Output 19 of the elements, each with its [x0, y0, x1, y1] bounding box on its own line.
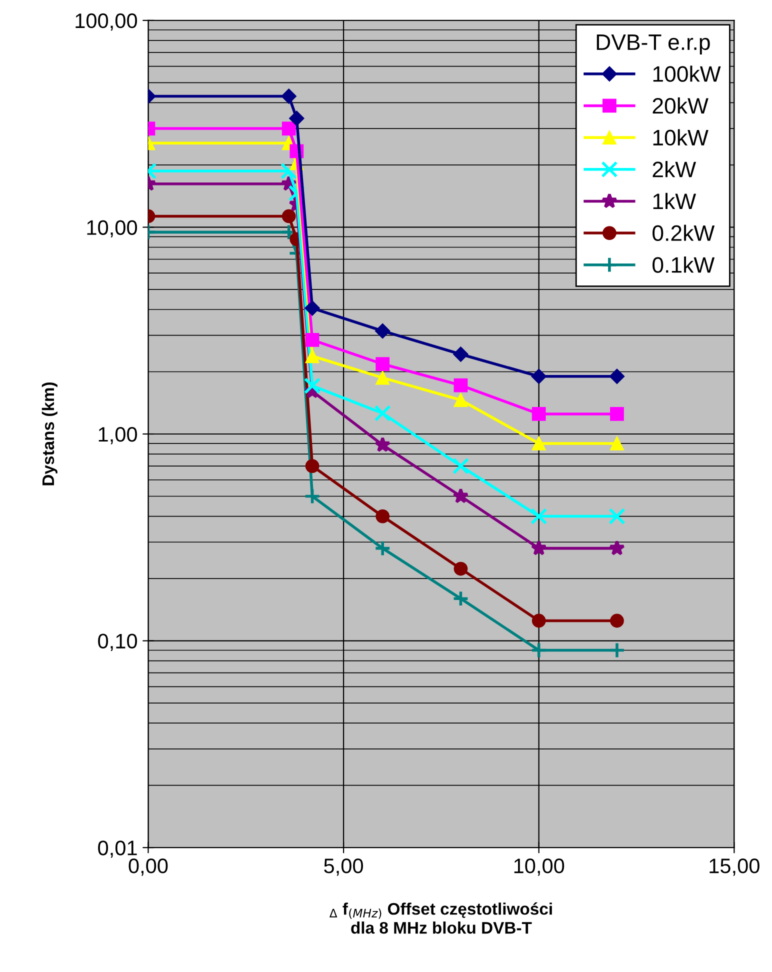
- y-tick-label: 0,01: [98, 840, 137, 858]
- legend-label: 0.1kW: [652, 256, 715, 273]
- y-tick-label: 1,00: [98, 427, 137, 444]
- y-tick-label: 100,00: [76, 13, 137, 31]
- x-tick-label: 0,00: [128, 858, 168, 876]
- legend-label: 2kW: [652, 161, 696, 178]
- x-tick-label: 15,00: [710, 858, 760, 876]
- x-tick-label: 10,00: [514, 858, 564, 876]
- y-tick-label: 0,10: [98, 634, 137, 652]
- x-axis-title: $_{Δ}$ f$_{(MHz)}$ Offset częstotliwości dla 8 MHz bloku DVB-T: [329, 902, 552, 934]
- y-axis-title: Dystans (km): [42, 382, 58, 486]
- legend-label: 10kW: [653, 129, 708, 146]
- legend-label: 100kW: [653, 66, 721, 82]
- legend-label: 20kW: [652, 97, 708, 114]
- legend-label: 0.2kW: [652, 224, 715, 242]
- x-tick-label: 5,00: [324, 858, 363, 876]
- legend-label: 1kW: [653, 192, 696, 209]
- y-tick-label: 10,00: [87, 220, 137, 238]
- legend-title: DVB-T e.r.p: [596, 34, 710, 54]
